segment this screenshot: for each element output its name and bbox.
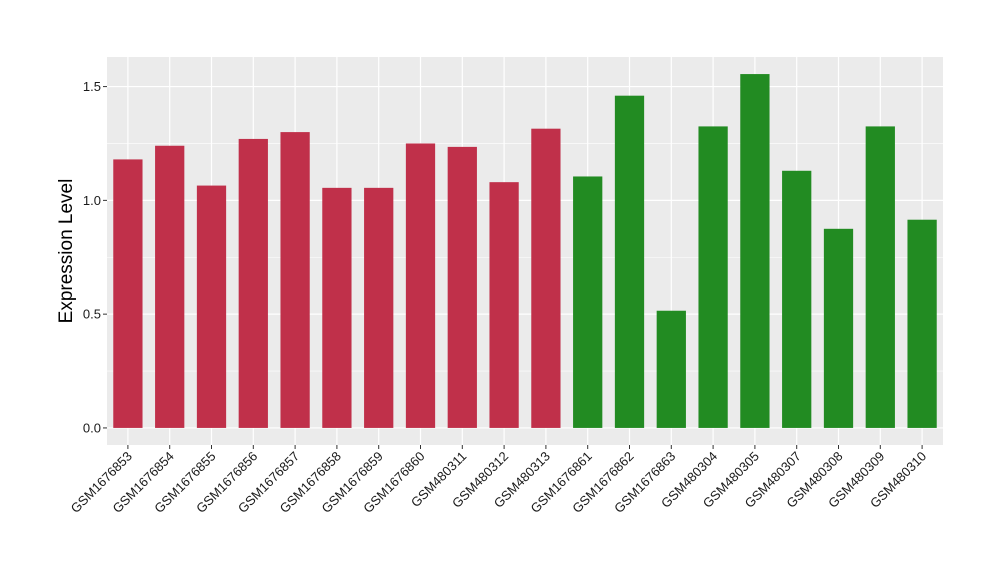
bars (113, 74, 937, 428)
bar-gsm1676860 (405, 143, 436, 428)
bar-gsm1676863 (656, 310, 686, 428)
bar-gsm1676853 (113, 159, 143, 428)
bar-gsm1676862 (614, 95, 645, 428)
bar-gsm1676854 (155, 145, 185, 428)
plot-panel (107, 57, 943, 445)
bar-gsm1676859 (364, 187, 394, 428)
bar-gsm480311 (447, 146, 477, 428)
bar-gsm480312 (489, 182, 519, 428)
x-axis: GSM1676853GSM1676854GSM1676855GSM1676856… (68, 445, 929, 516)
bar-gsm1676855 (196, 185, 227, 428)
bar-gsm1676858 (322, 187, 352, 428)
bar-gsm1676861 (573, 176, 603, 428)
bar-gsm1676857 (280, 132, 310, 428)
y-axis-title: Expression Level (56, 179, 77, 324)
bar-gsm480304 (698, 126, 728, 428)
bar-gsm480307 (782, 170, 812, 428)
bar-gsm480308 (823, 228, 854, 428)
y-tick-label: 1.0 (83, 193, 101, 208)
bar-gsm480309 (865, 126, 895, 428)
y-axis: 0.0 0.5 1.0 1.5 (83, 79, 107, 435)
bar-gsm480305 (740, 74, 770, 428)
y-tick-label: 0.5 (83, 307, 101, 322)
bar-gsm480313 (531, 128, 561, 428)
y-tick-label: 0.0 (83, 420, 101, 435)
bar-gsm480310 (907, 219, 937, 428)
y-tick-label: 1.5 (83, 79, 101, 94)
bar-gsm1676856 (238, 138, 268, 428)
